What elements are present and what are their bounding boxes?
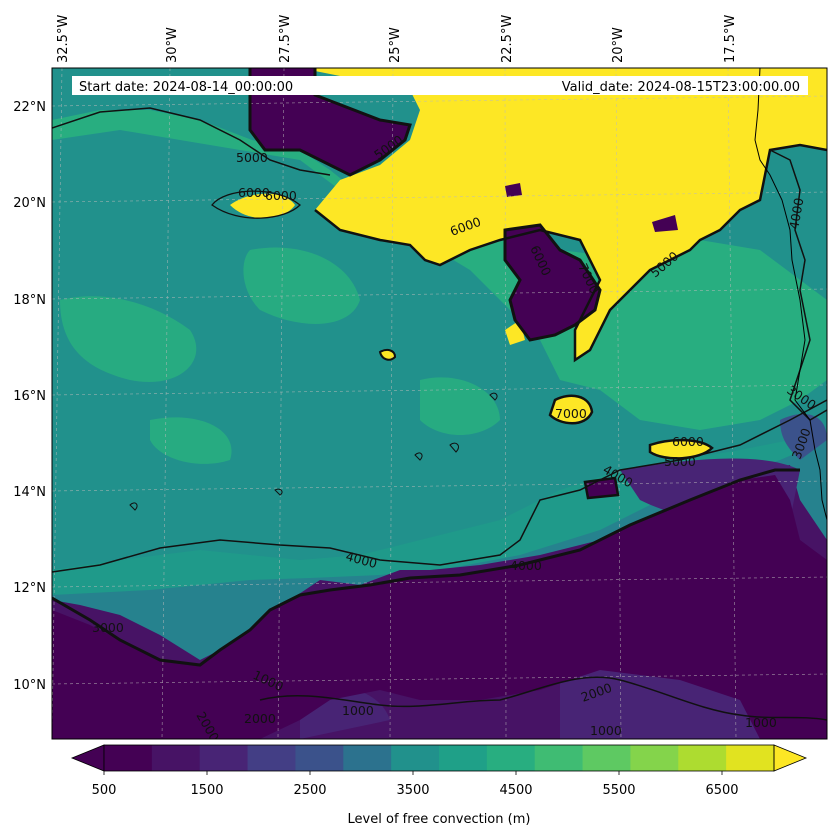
colorbar-segment [199, 745, 249, 771]
colorbar-min-extend [70, 744, 105, 772]
colorbar-segment [582, 745, 631, 771]
contour-label: 4000 [786, 197, 806, 231]
colorbar-segment [439, 745, 488, 771]
contour-7000-north [248, 68, 412, 177]
lon-label: 27.5°W [278, 15, 293, 63]
contour-label: 1000 [342, 703, 374, 718]
colorbar-tick-label: 4500 [499, 783, 532, 798]
colorbar-segment [678, 745, 727, 771]
lon-label: 30°W [165, 27, 180, 63]
valid-date-text: Valid_date: 2024-08-15T23:00:00.00 [562, 80, 800, 95]
contour-label: 3000 [92, 620, 124, 635]
contour-label: 6000 [672, 434, 704, 449]
lat-label: 10°N [13, 678, 46, 693]
lat-label: 14°N [13, 485, 46, 500]
contour-small-2 [648, 438, 714, 460]
colorbar-ticks [103, 771, 723, 775]
map-area: 5000 6000 6000 5000 6000 7000 6000 5000 … [52, 68, 827, 739]
date-banner [72, 76, 808, 95]
colorbar-tick-label: 500 [92, 783, 117, 798]
contour-3000-south [52, 468, 800, 667]
colorbar-tick-label: 3500 [396, 783, 429, 798]
colorbar-segment [104, 745, 153, 771]
contour-5000-north [52, 107, 331, 176]
colorbar-tick-label: 2500 [293, 783, 326, 798]
start-date-text: Start date: 2024-08-14_00:00:00 [79, 80, 293, 95]
contour-label: 2000 [244, 711, 276, 726]
contour-label: 5000 [236, 150, 268, 165]
colorbar-segment [247, 745, 296, 771]
contour-small-3 [583, 476, 620, 500]
lon-label: 17.5°W [723, 15, 738, 63]
contour-6000-yellow [314, 143, 827, 363]
field-500-center [505, 225, 600, 340]
colorbar-segment [343, 745, 392, 771]
contour-small-5 [129, 392, 498, 511]
contour-5000-right [769, 149, 827, 421]
contour-label: 6000 [265, 188, 297, 203]
contour-label: 5000 [664, 454, 696, 469]
field-4500-band [52, 110, 827, 430]
lon-label: 22.5°W [500, 15, 515, 63]
colorbar-segment [486, 745, 536, 771]
field-500-south [52, 475, 827, 739]
contour-label: 1000 [590, 723, 622, 738]
field-4500-patches [60, 247, 500, 464]
lat-label: 20°N [13, 196, 46, 211]
colorbar-segment [391, 745, 440, 771]
contour-label-group: 5000 6000 6000 5000 6000 7000 6000 5000 … [92, 132, 819, 739]
coastline [754, 68, 827, 521]
colorbar-label: Level of free convection (m) [348, 812, 531, 827]
field-7000-region [300, 68, 827, 360]
lat-label: 12°N [13, 581, 46, 596]
colorbar-tick-label: 5500 [602, 783, 635, 798]
colorbar-tick-label: 1500 [190, 783, 223, 798]
lat-label: 18°N [13, 293, 46, 308]
lon-label: 20°W [611, 27, 626, 63]
colorbar-segment [151, 745, 201, 771]
lon-label: 25°W [388, 27, 403, 63]
map-frame [51, 67, 828, 740]
colorbar-segment [726, 745, 775, 771]
contour-label: 7000 [555, 406, 587, 421]
contour-label: 4000 [510, 558, 542, 573]
contour-1000-south [259, 676, 827, 721]
latitude-labels: 22°N 20°N 18°N 16°N 14°N 12°N 10°N [13, 100, 46, 693]
contour-label: 1000 [745, 715, 777, 730]
colorbar-max-extend [773, 744, 808, 772]
contour-small-1 [548, 394, 594, 425]
colorbar-segment [630, 745, 679, 771]
colorbar-tick-label: 6500 [705, 783, 738, 798]
colorbar: 500 1500 2500 3500 4500 5500 6500 Level … [70, 744, 808, 827]
colorbar-segments [104, 745, 775, 771]
colorbar-outline [103, 744, 775, 772]
lon-label: 32.5°W [56, 15, 71, 63]
colorbar-segment [534, 745, 584, 771]
lat-label: 16°N [13, 389, 46, 404]
longitude-labels: 32.5°W 30°W 27.5°W 25°W 22.5°W 20°W 17.5… [56, 15, 738, 63]
graticule [52, 68, 827, 739]
contour-lines [52, 68, 827, 721]
contour-7000-center [503, 223, 602, 342]
contour-small-4 [378, 348, 397, 361]
colorbar-segment [295, 745, 344, 771]
lat-label: 22°N [13, 100, 46, 115]
contour-6000-oval [211, 190, 301, 219]
contour-label: 6000 [238, 185, 270, 200]
